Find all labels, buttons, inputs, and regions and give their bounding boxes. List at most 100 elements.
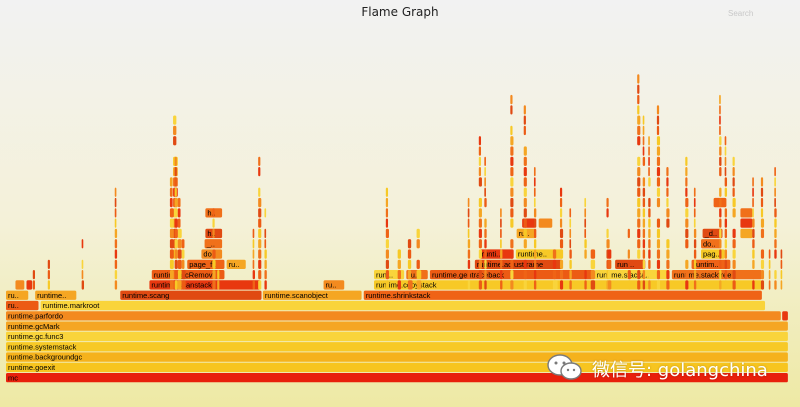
frame[interactable] [666, 249, 670, 259]
frame[interactable] [642, 146, 645, 156]
frame[interactable] [637, 125, 641, 136]
frame[interactable] [774, 208, 777, 218]
frame[interactable] [174, 259, 178, 269]
frame[interactable] [484, 228, 487, 239]
frame[interactable] [569, 239, 572, 249]
frame[interactable] [584, 249, 587, 259]
frame[interactable] [478, 239, 482, 249]
frame[interactable] [719, 197, 722, 208]
frame[interactable] [637, 249, 641, 259]
frame[interactable] [666, 187, 669, 197]
frame[interactable] [724, 249, 728, 259]
frame[interactable] [533, 270, 537, 280]
frame[interactable] [752, 197, 754, 208]
frame[interactable] [685, 187, 688, 197]
frame[interactable] [252, 239, 255, 249]
frame[interactable] [559, 197, 563, 208]
frame[interactable] [385, 218, 389, 228]
frame[interactable] [648, 146, 650, 156]
frame[interactable] [467, 280, 471, 290]
frame[interactable] [114, 249, 118, 259]
frame[interactable] [500, 270, 503, 280]
frame[interactable] [774, 239, 777, 249]
frame[interactable] [760, 218, 765, 228]
frame[interactable] [693, 187, 696, 197]
frame[interactable] [258, 280, 262, 290]
frame[interactable] [590, 270, 596, 280]
frame[interactable] [397, 259, 401, 269]
frame[interactable] [774, 218, 777, 228]
frame[interactable] [608, 270, 612, 280]
frame[interactable] [637, 105, 640, 115]
frame[interactable] [666, 197, 669, 208]
frame[interactable] [642, 208, 646, 218]
frame[interactable] [500, 239, 502, 249]
frame[interactable] [685, 259, 689, 269]
frame[interactable] [523, 197, 527, 208]
frame[interactable] [407, 239, 412, 249]
frame[interactable] [740, 208, 753, 218]
frame[interactable] [510, 187, 514, 197]
frame[interactable] [374, 280, 762, 290]
frame[interactable] [533, 228, 537, 239]
frame[interactable] [760, 187, 764, 197]
frame[interactable] [478, 197, 482, 208]
frame[interactable] [374, 270, 405, 280]
frame[interactable] [169, 177, 173, 187]
frame[interactable] [637, 208, 641, 218]
frame[interactable] [656, 249, 661, 259]
frame[interactable] [685, 167, 688, 177]
frame[interactable] [685, 177, 688, 187]
frame[interactable] [258, 249, 262, 259]
frame[interactable] [590, 259, 596, 269]
frame[interactable] [407, 280, 413, 290]
frame[interactable] [719, 218, 722, 228]
frame[interactable] [174, 177, 177, 187]
frame[interactable] [397, 270, 401, 280]
frame[interactable] [637, 239, 641, 249]
frame[interactable] [752, 218, 755, 228]
frame[interactable] [642, 177, 646, 187]
frame[interactable] [169, 239, 174, 249]
frame[interactable] [760, 228, 765, 239]
frame[interactable] [559, 270, 564, 280]
frame[interactable] [648, 136, 650, 146]
frame[interactable] [174, 167, 177, 177]
frame[interactable] [478, 249, 482, 259]
frame[interactable] [484, 197, 487, 208]
frame[interactable] [648, 228, 651, 239]
frame[interactable] [533, 208, 537, 218]
frame[interactable] [467, 270, 471, 280]
frame[interactable] [760, 280, 765, 290]
frame[interactable] [608, 280, 612, 290]
frame[interactable] [174, 270, 178, 280]
frame[interactable] [467, 249, 471, 259]
frame[interactable] [385, 239, 389, 249]
frame[interactable] [173, 136, 177, 146]
frame[interactable] [174, 187, 177, 197]
frame[interactable] [693, 228, 697, 239]
frame[interactable] [523, 228, 527, 239]
frame[interactable] [752, 228, 755, 239]
frame[interactable] [701, 239, 721, 249]
frame[interactable] [774, 167, 776, 177]
frame[interactable] [500, 259, 503, 269]
frame[interactable] [637, 74, 640, 84]
frame[interactable] [81, 280, 85, 290]
frame[interactable] [627, 249, 630, 259]
frame[interactable] [685, 239, 689, 249]
frame[interactable] [416, 259, 420, 269]
frame[interactable] [590, 249, 596, 259]
frame[interactable] [666, 280, 670, 290]
frame[interactable] [637, 280, 641, 290]
frame[interactable] [693, 270, 697, 280]
frame[interactable] [642, 270, 646, 280]
frame[interactable] [467, 208, 470, 218]
frame[interactable] [648, 208, 651, 218]
frame[interactable] [569, 280, 572, 290]
frame[interactable] [6, 331, 788, 342]
frame[interactable] [114, 218, 117, 228]
frame[interactable] [478, 156, 482, 166]
frame[interactable] [774, 197, 776, 208]
frame[interactable] [637, 228, 641, 239]
